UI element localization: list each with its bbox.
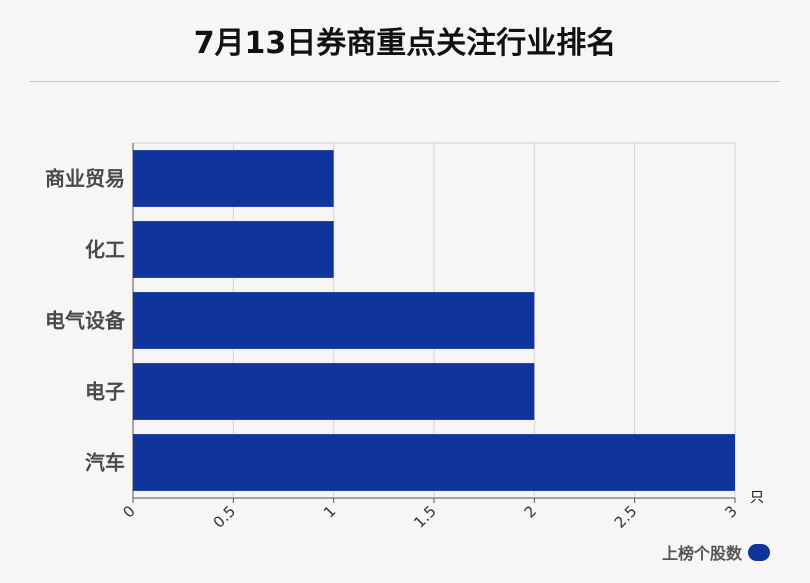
x-tick-label: 2.5 [611, 502, 641, 532]
bar [133, 150, 334, 207]
chart-title: 7月13日券商重点关注行业排名 [193, 26, 617, 61]
legend-swatch [748, 543, 770, 561]
unit-label: 只 [750, 490, 764, 506]
x-tick-label: 3 [721, 502, 740, 521]
x-tick-label: 0.5 [210, 502, 240, 532]
category-label: 电子 [85, 380, 125, 404]
category-label: 商业贸易 [45, 167, 125, 191]
x-tick-label: 2 [521, 502, 540, 521]
legend-label: 上榜个股数 [661, 544, 742, 563]
title-divider [30, 81, 780, 82]
bar [133, 363, 535, 420]
bar [133, 292, 535, 349]
category-label: 化工 [85, 238, 125, 262]
category-label: 电气设备 [45, 309, 126, 333]
bar [133, 434, 735, 491]
x-tick-label: 1.5 [410, 502, 440, 532]
category-label: 汽车 [85, 451, 125, 475]
x-tick-label: 0 [119, 502, 138, 521]
legend[interactable]: 上榜个股数 [662, 540, 770, 564]
bar [133, 221, 334, 278]
x-tick-label: 1 [320, 502, 339, 521]
